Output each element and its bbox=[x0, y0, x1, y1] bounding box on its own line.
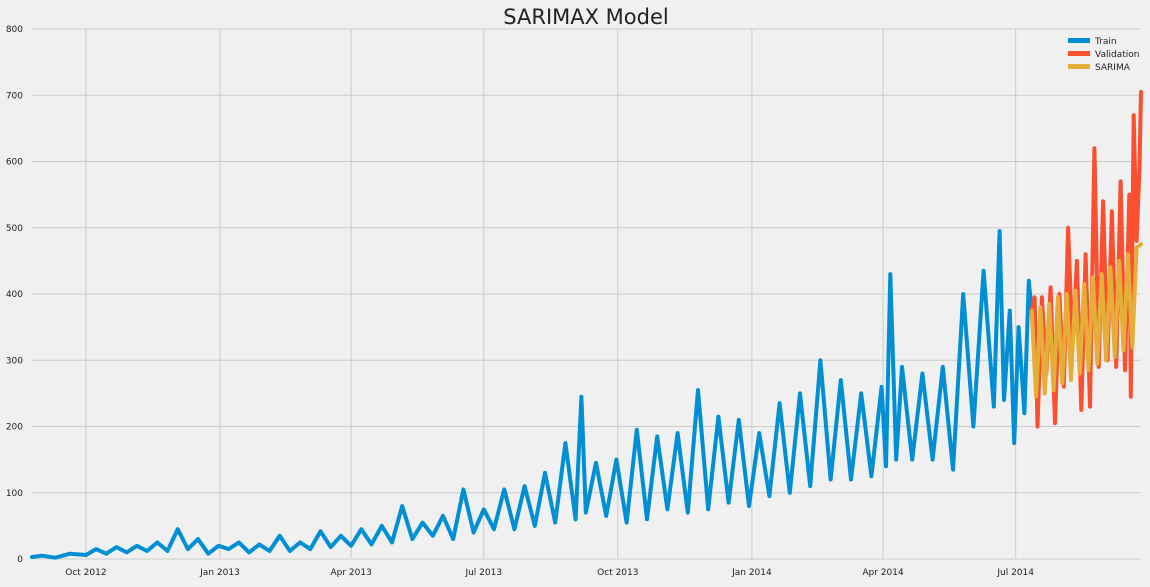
x-tick-label: Jul 2014 bbox=[996, 568, 1034, 578]
series-line-train bbox=[30, 229, 1034, 560]
y-tick-label: 400 bbox=[6, 290, 23, 300]
series-line-sarima bbox=[1029, 242, 1143, 399]
legend-label-train: Train bbox=[1094, 37, 1117, 47]
x-tick-label: Jan 2014 bbox=[731, 568, 772, 578]
legend: Train Validation SARIMA bbox=[1068, 37, 1139, 73]
axes: 0 100 200 300 400 500 600 700 800 Oct 2012 Jan 201… bbox=[6, 25, 1034, 578]
y-tick-label: 100 bbox=[6, 489, 23, 499]
y-tick-label: 200 bbox=[6, 423, 23, 433]
x-tick-label: Jul 2013 bbox=[464, 568, 502, 578]
x-tick-label: Jan 2013 bbox=[199, 568, 240, 578]
legend-swatch-validation bbox=[1068, 51, 1090, 56]
legend-swatch-train bbox=[1068, 38, 1090, 43]
x-tick-label: Apr 2014 bbox=[862, 568, 904, 578]
series bbox=[30, 89, 1143, 560]
chart-title: SARIMAX Model bbox=[503, 5, 668, 29]
legend-label-validation: Validation bbox=[1095, 50, 1139, 60]
y-tick-label: 0 bbox=[17, 555, 23, 565]
y-tick-label: 700 bbox=[6, 91, 23, 101]
legend-swatch-sarima bbox=[1068, 64, 1090, 69]
x-tick-label: Oct 2012 bbox=[65, 568, 106, 578]
y-tick-label: 500 bbox=[6, 224, 23, 234]
y-tick-label: 300 bbox=[6, 356, 23, 366]
legend-label-sarima: SARIMA bbox=[1095, 63, 1131, 73]
y-tick-label: 600 bbox=[6, 158, 23, 168]
y-tick-label: 800 bbox=[6, 25, 23, 35]
x-tick-label: Oct 2013 bbox=[597, 568, 638, 578]
x-tick-label: Apr 2013 bbox=[330, 568, 371, 578]
